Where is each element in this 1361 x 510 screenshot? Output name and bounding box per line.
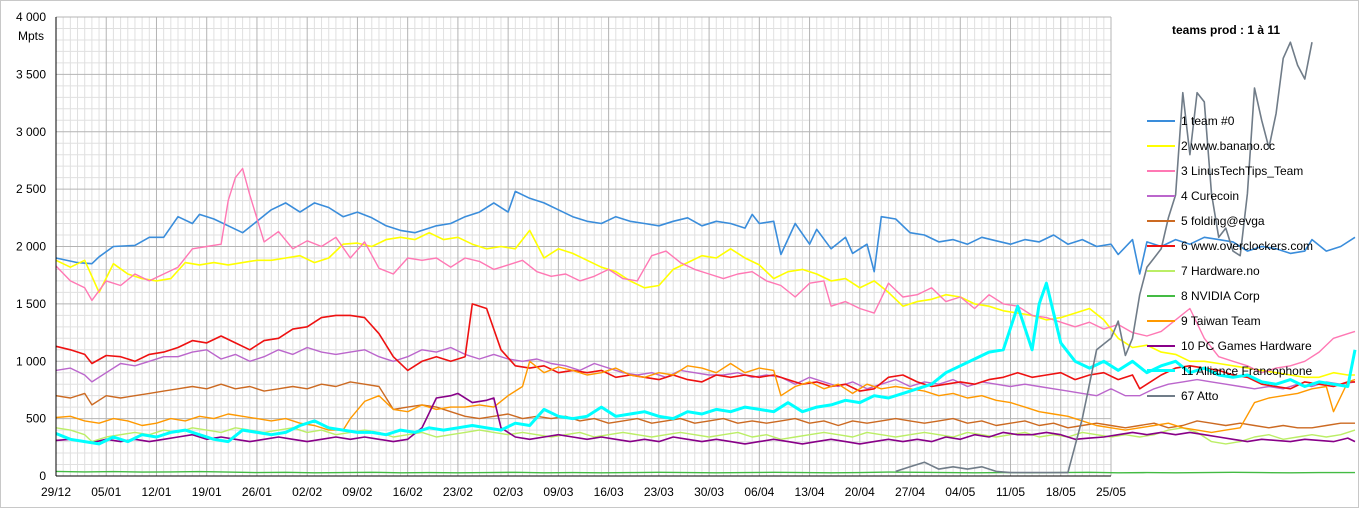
x-tick-label: 16/02: [393, 485, 423, 499]
series-line: [55, 427, 1356, 445]
series-line: [55, 281, 1357, 446]
legend-item: 4 Curecoin: [1147, 183, 1313, 208]
x-tick-label: 02/03: [493, 485, 523, 499]
y-axis-label: Mpts: [18, 29, 44, 43]
legend-item: 2 www.banano.cc: [1147, 133, 1313, 158]
x-tick-label: 12/01: [141, 485, 171, 499]
legend-item: 8 NVIDIA Corp: [1147, 283, 1313, 308]
series-line: [55, 381, 1355, 429]
legend-label: 67 Atto: [1181, 388, 1219, 403]
legend-swatch: [1147, 144, 1175, 147]
series-line: [55, 360, 1356, 434]
x-tick-label: 19/01: [192, 485, 222, 499]
legend-swatch: [1147, 194, 1175, 197]
y-tick-label: 500: [26, 412, 46, 426]
legend-swatch: [1147, 269, 1175, 272]
x-tick-label: 05/01: [91, 485, 121, 499]
y-tick-label: 1 500: [16, 297, 46, 311]
x-tick-label: 30/03: [694, 485, 724, 499]
legend-item: 3 LinusTechTips_Team: [1147, 158, 1313, 183]
legend-item: 5 folding@evga: [1147, 208, 1313, 233]
y-tick-label: 0: [39, 469, 46, 483]
legend-item: 11 Alliance Francophone: [1147, 358, 1313, 383]
series-line: [55, 303, 1355, 392]
legend-label: 1 team #0: [1181, 113, 1235, 128]
legend-swatch: [1147, 369, 1175, 372]
legend-swatch: [1147, 319, 1175, 322]
series-line: [55, 346, 1356, 397]
series-layer: [55, 41, 1357, 474]
legend-item: 6 www.overclockers.com: [1147, 233, 1313, 258]
x-tick-label: 02/02: [292, 485, 322, 499]
x-tick-label: 23/02: [443, 485, 473, 499]
legend-label: 10 PC Games Hardware: [1181, 338, 1312, 353]
legend-label: 3 LinusTechTips_Team: [1181, 163, 1304, 178]
x-tick-label: 09/02: [342, 485, 372, 499]
series-line: [55, 392, 1356, 445]
x-tick-label: 06/04: [744, 485, 774, 499]
x-tick-label: 18/05: [1046, 485, 1076, 499]
x-tick-label: 27/04: [895, 485, 925, 499]
x-tick-label: 09/03: [543, 485, 573, 499]
legend: 1 team #0 2 www.banano.cc 3 LinusTechTips_…: [1147, 108, 1313, 408]
legend-item: 10 PC Games Hardware: [1147, 333, 1313, 358]
legend-item: 9 Taiwan Team: [1147, 308, 1313, 333]
y-tick-label: 3 000: [16, 125, 46, 139]
legend-label: 6 www.overclockers.com: [1181, 238, 1314, 253]
legend-swatch: [1147, 219, 1175, 222]
series-line: [55, 229, 1355, 379]
legend-item: 67 Atto: [1147, 383, 1313, 408]
y-tick-label: 4 000: [16, 10, 46, 24]
x-tick-label: 25/05: [1096, 485, 1126, 499]
series-line: [55, 470, 1355, 474]
legend-item: 1 team #0: [1147, 108, 1313, 133]
x-tick-label: 29/12: [41, 485, 71, 499]
x-tick-label: 20/04: [845, 485, 875, 499]
x-tick-label: 16/03: [594, 485, 624, 499]
legend-label: 11 Alliance Francophone: [1181, 363, 1313, 378]
legend-swatch: [1147, 394, 1175, 397]
y-tick-label: 2 500: [16, 182, 46, 196]
series-line: [55, 167, 1356, 374]
legend-swatch: [1147, 294, 1175, 297]
axes: 0 500 1 000 1 500 2 000 2 500 3 000 3 500 4 000 2…: [16, 10, 1126, 499]
x-tick-label: 11/05: [996, 485, 1025, 499]
x-tick-label: 04/05: [945, 485, 975, 499]
x-tick-label: 26/01: [242, 485, 272, 499]
legend-label: 2 www.banano.cc: [1181, 138, 1276, 153]
y-tick-label: 1 000: [16, 354, 46, 368]
legend-label: 5 folding@evga: [1181, 213, 1265, 228]
legend-label: 8 NVIDIA Corp: [1181, 288, 1260, 303]
legend-swatch: [1147, 169, 1175, 172]
legend-label: 4 Curecoin: [1181, 188, 1240, 203]
legend-label: 7 Hardware.no: [1181, 263, 1260, 278]
x-tick-label: 13/04: [795, 485, 825, 499]
x-tick-label: 23/03: [644, 485, 674, 499]
series-line: [55, 190, 1356, 275]
legend-swatch: [1147, 119, 1175, 122]
legend-swatch: [1147, 344, 1175, 347]
series-line: [895, 41, 1313, 474]
legend-item: 7 Hardware.no: [1147, 258, 1313, 283]
y-tick-label: 3 500: [16, 67, 46, 81]
chart-title: teams prod : 1 à 11: [1172, 23, 1281, 37]
legend-swatch: [1147, 244, 1175, 247]
legend-label: 9 Taiwan Team: [1181, 313, 1261, 328]
y-tick-label: 2 000: [16, 240, 46, 254]
